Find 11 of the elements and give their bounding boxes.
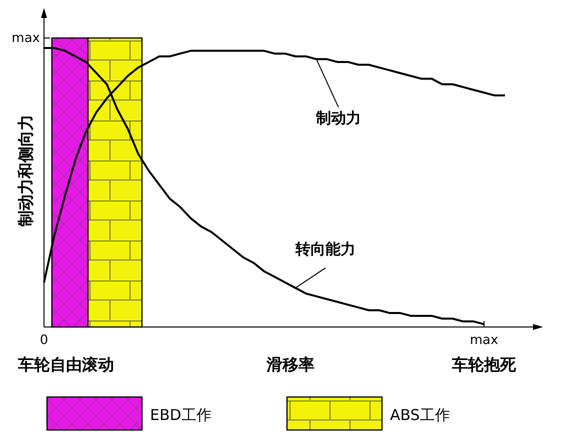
series-label: 转向能力 xyxy=(294,240,356,258)
text: EBD工作 xyxy=(150,406,212,424)
text: 0 xyxy=(40,333,48,348)
text: 车轮自由滚动 xyxy=(17,355,114,374)
text: ABS工作 xyxy=(390,406,450,424)
text: max xyxy=(470,333,499,348)
text: 车轮抱死 xyxy=(451,355,518,374)
text: max xyxy=(12,31,40,46)
text: 制动力 xyxy=(314,109,361,128)
x-axis-title: 滑移率 xyxy=(266,355,314,374)
y-axis-title: 制动力和侧向力 xyxy=(16,114,35,228)
